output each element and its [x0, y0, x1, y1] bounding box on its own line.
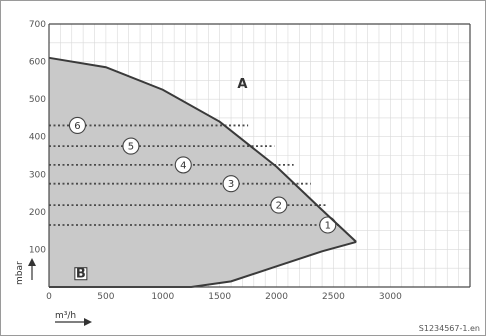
y-tick-label: 100 — [29, 245, 46, 255]
x-tick-label: 2000 — [265, 292, 288, 302]
footer-code: S1234567-1.en — [419, 324, 480, 333]
y-tick-label: 500 — [29, 95, 46, 105]
x-tick-label: 3000 — [379, 292, 402, 302]
marker-label-3: 3 — [228, 179, 234, 190]
region-label-b: B — [76, 267, 86, 282]
marker-label-2: 2 — [276, 201, 282, 212]
y-tick-label: 300 — [29, 170, 46, 180]
x-tick-label: 0 — [46, 292, 52, 302]
y-axis-unit: mbar — [15, 261, 25, 285]
x-tick-label: 500 — [97, 292, 114, 302]
x-tick-label: 1000 — [151, 292, 174, 302]
marker-label-4: 4 — [180, 160, 186, 171]
y-tick-label: 200 — [29, 208, 46, 218]
y-tick-label: 600 — [29, 58, 46, 68]
y-tick-label: 400 — [29, 133, 46, 143]
marker-label-5: 5 — [128, 142, 134, 153]
marker-label-6: 6 — [74, 121, 80, 132]
marker-label-1: 1 — [325, 221, 331, 232]
region-label-a: A — [237, 77, 247, 92]
y-tick-label: 700 — [29, 20, 46, 30]
x-tick-label: 2500 — [322, 292, 345, 302]
x-axis-unit: m³/h — [55, 311, 76, 321]
x-tick-label: 1500 — [208, 292, 231, 302]
